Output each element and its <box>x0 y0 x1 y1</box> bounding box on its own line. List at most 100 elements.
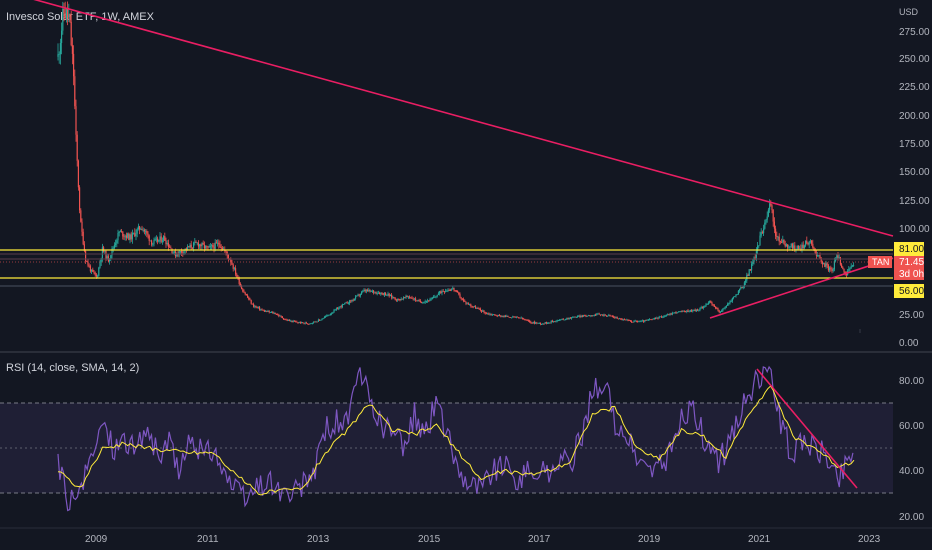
candle-body <box>415 298 417 301</box>
ticker-badge[interactable]: TAN <box>868 256 892 268</box>
candle-body <box>680 310 682 312</box>
candle-body <box>722 308 724 311</box>
candle-body <box>730 301 732 302</box>
candle-body <box>637 321 639 323</box>
candle-body <box>266 311 268 312</box>
level-badge-81[interactable]: 81.00 <box>894 242 924 256</box>
candle-body <box>614 317 616 319</box>
time-axis[interactable]: 2009 2011 2013 2015 2017 2019 2021 2023 <box>85 534 881 545</box>
candle-body <box>255 306 257 308</box>
candle-body <box>194 241 196 243</box>
descending-trendline[interactable] <box>0 0 894 237</box>
candle-body <box>128 233 130 240</box>
candle-body <box>376 293 378 295</box>
candle-body <box>733 296 735 299</box>
candle-body <box>405 295 407 298</box>
candle-body <box>734 295 736 297</box>
candle-body <box>752 262 754 265</box>
candle-body <box>75 106 77 135</box>
candle-body <box>325 316 327 318</box>
rsi-trendline[interactable] <box>756 368 858 489</box>
candle-body <box>545 322 547 324</box>
countdown-text: 3d 0h <box>899 269 924 280</box>
candle-body <box>833 261 835 270</box>
candle-body <box>779 241 781 243</box>
candle-body <box>748 269 750 276</box>
candle-body <box>113 244 115 248</box>
candle-body <box>632 321 634 323</box>
candle-body <box>221 247 223 250</box>
candle-body <box>496 315 498 317</box>
candle-body <box>154 239 156 241</box>
candle-body <box>617 318 619 320</box>
candle-body <box>584 315 586 316</box>
candle-body <box>605 315 607 317</box>
candle-body <box>753 257 755 263</box>
candle-body <box>91 269 93 272</box>
candle-body <box>219 244 221 248</box>
candle-body <box>400 298 402 301</box>
candle-body <box>827 265 829 271</box>
candle-body <box>333 310 335 313</box>
candle-body <box>530 321 532 323</box>
rsi-title: RSI (14, close, SMA, 14, 2) <box>6 362 139 374</box>
candle-body <box>118 231 120 233</box>
price-tick-200: 200.00 <box>899 111 930 122</box>
candle-body <box>358 294 360 296</box>
rsi-line <box>57 365 854 512</box>
candle-body <box>73 53 75 77</box>
candle-body <box>673 312 675 314</box>
candle-body <box>286 319 288 321</box>
candles <box>57 1 855 326</box>
candle-body <box>136 229 138 234</box>
candle-body <box>621 318 623 321</box>
candle-body <box>153 240 155 244</box>
candle-body <box>701 307 703 309</box>
level-badge-56-text: 56.00 <box>899 286 924 297</box>
candle-body <box>242 289 244 292</box>
candle-body <box>189 244 191 248</box>
candle-body <box>841 264 843 268</box>
candle-body <box>851 265 853 267</box>
price-tick-0: 0.00 <box>899 338 919 349</box>
ascending-trendline[interactable] <box>709 257 894 319</box>
candle-body <box>314 321 316 323</box>
candle-body <box>788 246 790 248</box>
candle-body <box>135 233 137 237</box>
candle-body <box>61 30 63 43</box>
level-badge-56[interactable]: 56.00 <box>894 284 924 298</box>
candle-body <box>507 315 509 317</box>
candle-body <box>559 320 561 321</box>
candle-body <box>609 315 611 316</box>
candle-body <box>671 313 673 315</box>
candle-body <box>536 322 538 324</box>
candle-body <box>821 262 823 265</box>
candle-body <box>514 316 516 318</box>
candle-body <box>172 252 174 254</box>
candle-body <box>477 308 479 309</box>
candle-body <box>688 311 690 313</box>
candle-body <box>395 299 397 301</box>
candle-body <box>538 322 540 324</box>
candle-body <box>122 231 124 237</box>
candle-body <box>238 277 240 284</box>
candle-body <box>397 298 399 301</box>
candle-body <box>663 315 665 317</box>
candle-body <box>616 317 618 319</box>
candle-body <box>379 292 381 295</box>
candle-body <box>233 268 235 269</box>
rsi-pane[interactable]: RSI (14, close, SMA, 14, 2) 80.00 60.00 … <box>0 362 924 523</box>
candle-body <box>651 319 653 321</box>
candle-body <box>622 319 624 321</box>
candle-body <box>770 203 772 206</box>
candle-body <box>202 243 204 245</box>
last-price-badge[interactable]: 71.45 3d 0h <box>894 256 924 280</box>
candle-body <box>513 316 515 318</box>
candle-body <box>125 235 127 238</box>
candle-body <box>500 315 502 317</box>
candle-body <box>628 320 630 321</box>
price-axis[interactable]: 275.00 250.00 225.00 200.00 175.00 150.0… <box>899 27 930 349</box>
candle-body <box>586 315 588 317</box>
price-pane[interactable]: Invesco Solar ETF, 1W, AMEX USD 275.00 2… <box>0 0 930 349</box>
